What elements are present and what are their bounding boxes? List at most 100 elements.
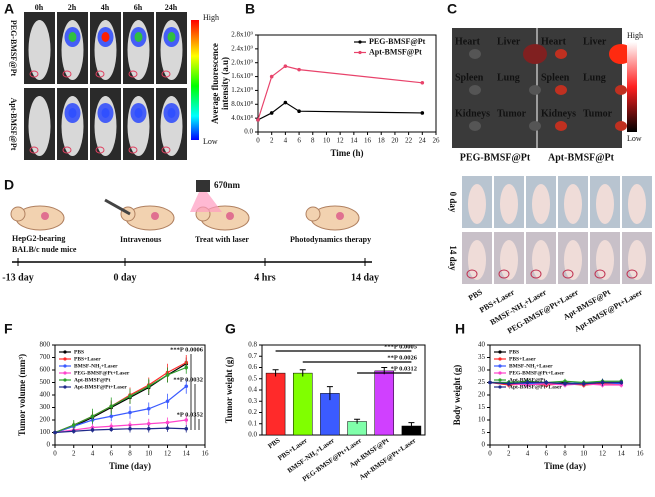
mouse	[500, 184, 518, 224]
legend-label: Apt-BMSF@Pt+Laser	[74, 384, 127, 390]
legend-marker	[498, 385, 502, 389]
organ	[529, 121, 541, 131]
timepoint-label: 0h	[35, 3, 44, 12]
organ-label: Lung	[497, 72, 520, 83]
y-tick-label: 8.0x10⁸	[231, 100, 253, 108]
mouse	[532, 184, 550, 224]
organ-label: Liver	[497, 36, 521, 47]
legend-marker	[63, 371, 67, 375]
x-tick-label: 6	[297, 137, 301, 145]
significance-label: ***P 0.0006	[170, 346, 204, 353]
point	[128, 394, 132, 399]
y-tick-label: 20	[478, 391, 486, 399]
mouse	[628, 184, 646, 224]
x-tick-label: 12	[337, 137, 345, 145]
point	[128, 426, 132, 431]
signal	[167, 32, 176, 42]
significance-label: *P 0.0352	[177, 411, 203, 418]
x-tick-label: 2	[270, 137, 274, 145]
legend-marker	[358, 50, 362, 55]
y-tick-label: 2.0x10⁹	[231, 58, 253, 66]
y-tick-label: 0.4	[248, 386, 257, 394]
legend-label: Apt-BMSF@Pt	[74, 377, 110, 383]
tumor-mark	[466, 269, 478, 279]
x-tick-label: 0	[488, 450, 492, 458]
x-axis-label: Time (day)	[544, 461, 586, 471]
y-tick-label: 25	[478, 378, 486, 386]
signal	[68, 32, 77, 42]
point	[506, 381, 511, 386]
y-tick-label: 600	[40, 366, 51, 374]
y-tick-label: 1.6x10⁹	[231, 72, 253, 80]
y-tick-label: 30	[478, 366, 486, 374]
y-axis-label: intensity (a.u)	[220, 57, 230, 110]
x-tick-label: 12	[164, 450, 172, 458]
timepoint-label: 24h	[165, 3, 178, 12]
legend-label: PEG-BMSF@Pt+Laser	[509, 370, 565, 376]
legend-marker	[498, 364, 502, 368]
tumor-mark	[29, 70, 39, 78]
tumor-mark	[562, 269, 574, 279]
y-tick-label: 5	[482, 428, 486, 436]
series-line	[489, 381, 622, 385]
panel-label: G	[225, 321, 236, 337]
significance-label: **P 0.0026	[387, 354, 417, 361]
y-tick-label: 100	[40, 428, 51, 436]
y-tick-label: 40	[478, 341, 486, 349]
legend-marker	[498, 350, 502, 354]
y-tick-label: 400	[40, 391, 51, 399]
timepoint-label: 4h	[101, 3, 110, 12]
group-label: PEG-BMSF@Pt	[9, 20, 18, 77]
y-tick-label: 0.0	[248, 431, 257, 439]
model-label: BALB/c nude mice	[12, 245, 77, 254]
y-tick-label: 0.7	[248, 352, 257, 360]
y-tick-label: 15	[478, 403, 486, 411]
bar	[265, 372, 286, 436]
organ-label: Lung	[583, 72, 606, 83]
color-scale	[191, 20, 199, 140]
significance-label: *P 0.0312	[391, 365, 417, 372]
point	[283, 100, 288, 105]
laser-beam	[190, 192, 222, 212]
point	[165, 399, 170, 404]
timeline-label: 0 day	[113, 272, 136, 283]
point	[488, 380, 492, 385]
point	[90, 414, 95, 419]
legend-label: Apt-BMSF@Pt+Laser	[509, 384, 562, 390]
legend-label: Apt-BMSF@Pt	[369, 47, 422, 56]
legend-marker	[358, 40, 362, 44]
tumor-mark	[498, 269, 510, 279]
syringe	[104, 198, 131, 216]
point	[146, 406, 151, 411]
point	[165, 373, 170, 377]
x-tick-label: 4	[284, 137, 288, 145]
group-label: Apt-BMSF@Pt	[548, 152, 615, 163]
y-tick-label: 700	[40, 353, 51, 361]
x-tick-label: 18	[378, 137, 386, 145]
point	[184, 426, 189, 431]
tumor-mark	[95, 146, 105, 154]
x-tick-label: 4	[526, 450, 530, 458]
x-tick-label: 14	[350, 137, 358, 145]
panel-label: H	[455, 321, 465, 337]
point	[297, 109, 301, 114]
y-axis-label: Body weight (g)	[452, 365, 462, 426]
y-tick-label: 0.5	[248, 374, 257, 382]
organ-label: Tumor	[583, 108, 613, 119]
y-tick-label: 0.8	[248, 341, 257, 349]
organ	[469, 121, 481, 131]
organ-label: Spleen	[455, 72, 484, 83]
y-tick-label: 300	[40, 403, 51, 411]
legend-label: BMSF-NH₂+Laser	[74, 363, 118, 369]
scale-label: High	[203, 13, 219, 22]
series-line	[490, 380, 622, 384]
y-tick-label: 0	[47, 441, 51, 449]
organ-label: Tumor	[497, 108, 527, 119]
x-tick-label: 20	[391, 137, 399, 145]
group-label: Apt-BMSF@Pt	[9, 98, 18, 151]
group-label: PBS	[467, 287, 485, 302]
organ	[469, 49, 481, 59]
mouse-head	[10, 206, 26, 222]
signal	[134, 108, 143, 118]
timepoint-label: 6h	[134, 3, 143, 12]
